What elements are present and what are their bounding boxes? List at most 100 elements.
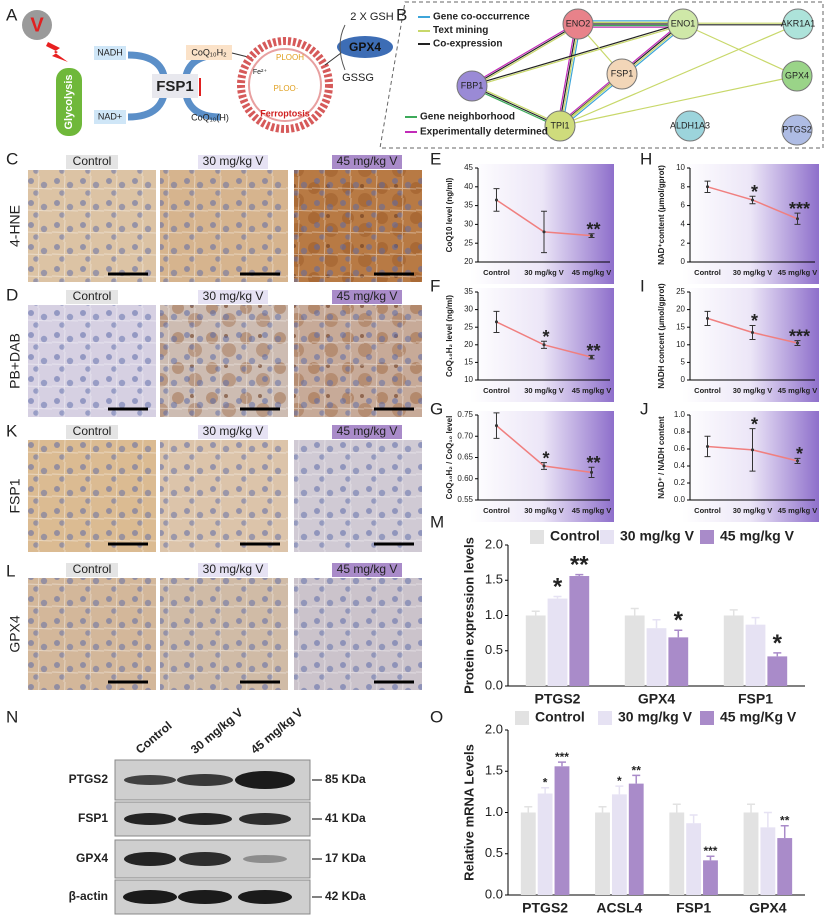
y-tick-label: 0.8 (674, 427, 686, 436)
panel-label: A (6, 5, 18, 24)
nadh-label: NADH (97, 47, 123, 57)
plooh-label: PLOOH (276, 53, 304, 62)
legend-label: 30 mg/kg V (618, 709, 693, 725)
data-point (706, 444, 709, 448)
bar (611, 794, 627, 895)
x-tick-label: FSP1 (738, 691, 773, 707)
bar (547, 598, 568, 686)
x-tick-label: GPX4 (749, 900, 787, 916)
significance: ** (570, 552, 589, 579)
node-label: PTGS2 (782, 124, 812, 134)
error-bar (557, 761, 566, 767)
gpx4-label: GPX4 (349, 40, 381, 54)
data-point (590, 470, 594, 474)
micrograph-texture (28, 578, 156, 690)
network-node (781, 60, 813, 92)
significance: * (543, 776, 548, 790)
x-tick-label: 45 mg/kg V (572, 268, 612, 277)
header-bg (66, 425, 118, 439)
micrograph-texture (28, 305, 156, 417)
bar (525, 615, 546, 686)
significance: ** (587, 220, 601, 240)
bar (520, 812, 536, 895)
micrograph-texture (160, 170, 288, 282)
x-tick-label: 45 mg/kg V (572, 506, 612, 515)
gsh-label: 2 X GSH (350, 11, 393, 23)
legend-label: 30 mg/kg V (620, 528, 695, 544)
bar (669, 812, 685, 895)
header-bg (198, 563, 268, 577)
node-label: FSP1 (611, 68, 634, 78)
legend-label: Experimentally determined (420, 127, 548, 138)
band (178, 813, 232, 825)
panel-label: O (430, 707, 443, 726)
micrograph-texture (294, 440, 422, 552)
header-bg (66, 563, 118, 577)
panel-label: E (430, 149, 441, 168)
y-tick-label: 0.60 (457, 474, 473, 483)
bolt (46, 42, 68, 62)
network-node (782, 8, 814, 40)
band (124, 852, 176, 866)
row-label: GPX4 (7, 615, 23, 653)
node-label: TPI1 (550, 120, 569, 130)
x-tick-label: 45 mg/kg V (778, 506, 818, 515)
nadh-box (94, 46, 126, 60)
fe-label: Fe²⁺ (253, 69, 268, 76)
bar (595, 812, 610, 895)
error-bar (652, 618, 661, 629)
significance: ** (587, 341, 601, 361)
y-tick-label: 0.55 (457, 495, 473, 504)
y-tick-label: 40 (464, 182, 473, 191)
data-point (751, 198, 754, 202)
legend-label: Text mining (433, 25, 488, 36)
diagram-a: V Glycolysis NADH NAD+ FSP1 CoQ₁₀H₂ CoQ₁… (22, 10, 394, 136)
legend-label: 45 mg/Kg V (720, 709, 797, 725)
x-tick-label: Control (483, 506, 510, 515)
data-point (796, 217, 799, 221)
micrograph-texture (160, 305, 288, 417)
data-point (494, 424, 498, 428)
y-tick-label: 0.75 (457, 410, 473, 419)
row-label: 4-HNE (7, 205, 23, 247)
column-header: 30 mg/kg V (203, 289, 264, 303)
micrograph-texture (160, 578, 288, 690)
y-tick-label: 0 (681, 257, 686, 266)
micrograph-texture (294, 578, 422, 690)
legend-swatch (600, 530, 614, 544)
y-axis-label: NAD⁺ / NADH content (657, 416, 666, 499)
network-edge (470, 22, 578, 86)
network-edge (471, 85, 561, 127)
x-tick-label: 30 mg/kg V (524, 506, 564, 515)
significance: *** (703, 844, 717, 858)
x-tick-label: GPX4 (638, 691, 676, 707)
y-tick-label: 0.0 (674, 495, 686, 504)
panel-label: N (6, 707, 18, 726)
x-tick-label: 30 mg/kg V (733, 506, 773, 515)
significance: * (542, 448, 549, 468)
error-bar (541, 787, 550, 794)
network-edge (682, 23, 798, 77)
column-header: Control (73, 562, 112, 576)
header-bg (332, 155, 402, 169)
header-bg (66, 290, 118, 304)
significance: * (553, 573, 563, 600)
size-label: 85 KDa (325, 772, 366, 786)
bar (569, 576, 590, 686)
network-edge (560, 24, 580, 127)
y-tick-label: 2 (681, 238, 686, 247)
plot-bg (470, 164, 614, 284)
significance: *** (789, 199, 810, 219)
x-tick-label: 45 mg/kg V (572, 386, 612, 395)
fsp1-box (152, 74, 198, 98)
column-header: 30 mg/kg V (203, 424, 264, 438)
header-bg (332, 563, 402, 577)
y-tick-label: 15 (464, 358, 473, 367)
legend-label: Control (535, 709, 585, 725)
y-axis-label: Relative mRNA Levels (461, 744, 476, 881)
data-point (751, 330, 754, 334)
lane-label: 45 mg/kg V (248, 705, 306, 756)
y-tick-label: 25 (464, 322, 473, 331)
network-edge (471, 86, 560, 129)
